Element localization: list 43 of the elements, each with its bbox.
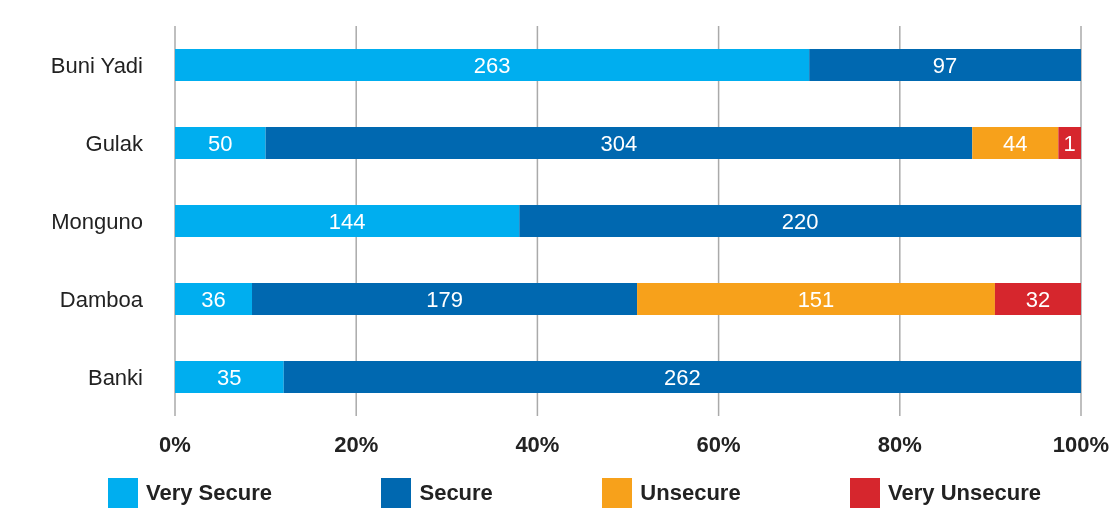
y-tick-label: Buni Yadi	[50, 52, 143, 78]
legend-label: Very Unsecure	[888, 480, 1041, 506]
annotation: 44	[1003, 130, 1028, 156]
annotation: 144	[328, 208, 366, 234]
x-tick-label: 0%	[159, 431, 191, 457]
y-tick-label: Gulak	[85, 130, 144, 156]
x-tick-label: 20%	[334, 431, 379, 457]
y-tick-label: Monguno	[51, 208, 143, 234]
annotation: 36	[201, 286, 226, 312]
annotation: 304	[600, 130, 638, 156]
legend-label: Secure	[419, 480, 493, 506]
legend-label: Unsecure	[640, 480, 741, 506]
y-tick-label: Banki	[87, 364, 143, 390]
x-tick-label: 40%	[515, 431, 560, 457]
annotation: 32	[1025, 286, 1051, 312]
annotation: 262	[664, 364, 701, 390]
x-tick-label: 60%	[696, 431, 741, 457]
bar	[175, 127, 266, 159]
legend-label: Very Secure	[146, 480, 272, 506]
annotation: 97	[932, 52, 958, 78]
annotation: 220	[781, 208, 819, 234]
bar	[175, 49, 810, 81]
bar	[972, 127, 1059, 159]
annotation: 50	[208, 130, 233, 156]
bar	[265, 127, 973, 159]
y-tick-label: Damboa	[59, 286, 144, 312]
bar	[809, 49, 1081, 81]
annotation: 35	[217, 364, 242, 390]
bar	[519, 205, 1081, 237]
annotation: 1	[1063, 130, 1076, 156]
annotation: 179	[426, 286, 463, 312]
bar	[175, 283, 253, 315]
bar	[252, 283, 638, 315]
x-tick-label: 80%	[877, 431, 922, 457]
bar	[994, 283, 1081, 315]
bar	[283, 361, 1081, 393]
annotation: 151	[797, 286, 835, 312]
annotation: 263	[473, 52, 511, 78]
bar	[175, 361, 284, 393]
bar	[1058, 127, 1081, 159]
x-tick-label: 100%	[1052, 431, 1110, 457]
bar	[175, 205, 520, 237]
bar	[637, 283, 995, 315]
